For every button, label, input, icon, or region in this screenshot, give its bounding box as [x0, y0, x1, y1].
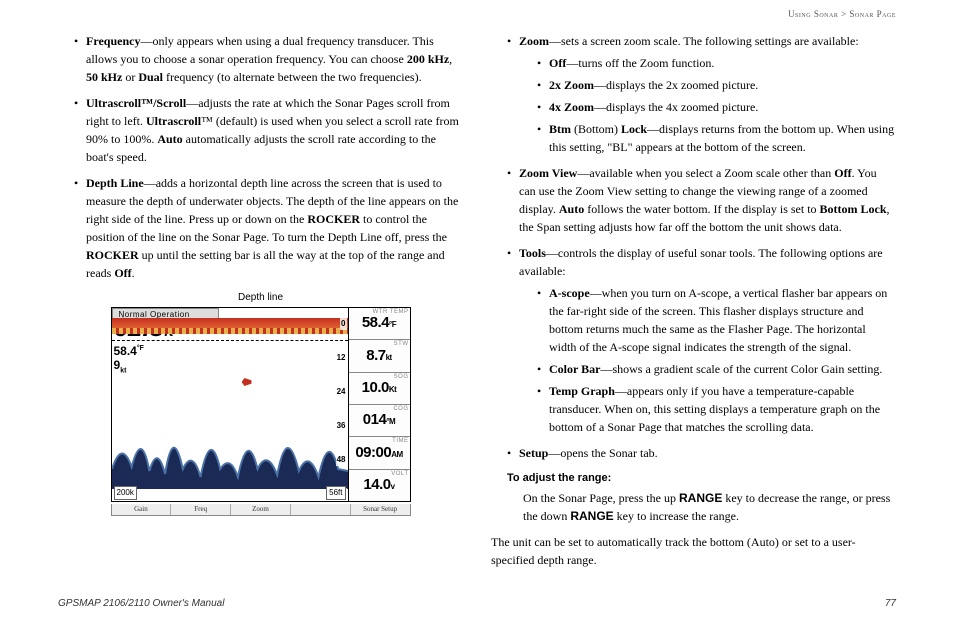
tools-sub-item: A-scope—when you turn on A-scope, a vert… [537, 284, 896, 356]
data-cell: WTR TEMP58.4°F [349, 308, 410, 340]
data-cell: COG014°M [349, 405, 410, 437]
softkey[interactable]: Freq [171, 504, 231, 515]
bottom-returns [112, 419, 348, 489]
left-column: Frequency—only appears when using a dual… [58, 32, 463, 569]
tools-sub-item: Color Bar—shows a gradient scale of the … [537, 360, 896, 378]
softkey[interactable] [291, 504, 351, 515]
item-zoom: Zoom—sets a screen zoom scale. The follo… [507, 32, 896, 156]
sonar-depth-readout: 62.3ft [114, 316, 174, 338]
depth-scale-mark: 36 [336, 420, 347, 432]
adjust-range-text: On the Sonar Page, press the up RANGE ke… [523, 489, 896, 525]
breadcrumb-page: Sonar Page [849, 9, 896, 19]
depth-scale-mark: 48 [336, 454, 347, 466]
page-footer: GPSMAP 2106/2110 Owner's Manual 77 [58, 596, 896, 611]
freq-badge: 200k [114, 486, 137, 500]
softkey[interactable]: Sonar Setup [351, 504, 410, 515]
data-cell: STW8.7kt [349, 340, 410, 372]
item-ultrascroll: Ultrascroll™/Scroll—adjusts the rate at … [74, 94, 463, 166]
data-cell: VOLT14.0v [349, 470, 410, 501]
item-zoom-view: Zoom View—available when you select a Zo… [507, 164, 896, 236]
adjust-range-heading: To adjust the range: [507, 470, 896, 487]
closing-paragraph: The unit can be set to automatically tra… [491, 533, 896, 569]
zoom-sub-item: Btm (Bottom) Lock—displays returns from … [537, 120, 896, 156]
page-number: 77 [885, 596, 896, 611]
item-setup: Setup—opens the Sonar tab. [507, 444, 896, 462]
sonar-data-panel: WTR TEMP58.4°FSTW8.7ktSOG10.0KtCOG014°MT… [348, 308, 410, 501]
sonar-softkey-bar: GainFreqZoom Sonar Setup [111, 504, 411, 516]
bottom-depth-label: 56ft [326, 486, 345, 500]
zoom-sub-item: Off—turns off the Zoom function. [537, 54, 896, 72]
softkey[interactable]: Zoom [231, 504, 291, 515]
sonar-speed-overlay: 9kt [114, 356, 127, 377]
manual-title: GPSMAP 2106/2110 Owner's Manual [58, 596, 224, 611]
breadcrumb-section: Using Sonar [788, 9, 838, 19]
item-tools: Tools—controls the display of useful son… [507, 244, 896, 436]
sonar-main-view: Normal Operation 62.3ft 58.4°F 9kt [112, 308, 348, 501]
item-frequency: Frequency—only appears when using a dual… [74, 32, 463, 86]
data-cell: SOG10.0Kt [349, 373, 410, 405]
tools-sub-item: Temp Graph—appears only if you have a te… [537, 382, 896, 436]
item-depthline: Depth Line—adds a horizontal depth line … [74, 174, 463, 282]
softkey[interactable]: Gain [112, 504, 172, 515]
sonar-screenshot: Normal Operation 62.3ft 58.4°F 9kt [111, 307, 411, 502]
depth-scale-mark: 0 [340, 318, 346, 330]
depth-scale-mark: 12 [336, 352, 347, 364]
data-cell: TIME09:00AM [349, 437, 410, 469]
breadcrumb: Using Sonar > Sonar Page [788, 8, 896, 22]
depth-scale-mark: 24 [336, 386, 347, 398]
fish-target-icon [242, 378, 252, 386]
figure-caption: Depth line [58, 290, 463, 305]
zoom-sub-item: 2x Zoom—displays the 2x zoomed picture. [537, 76, 896, 94]
zoom-sub-item: 4x Zoom—displays the 4x zoomed picture. [537, 98, 896, 116]
right-column: Zoom—sets a screen zoom scale. The follo… [491, 32, 896, 569]
